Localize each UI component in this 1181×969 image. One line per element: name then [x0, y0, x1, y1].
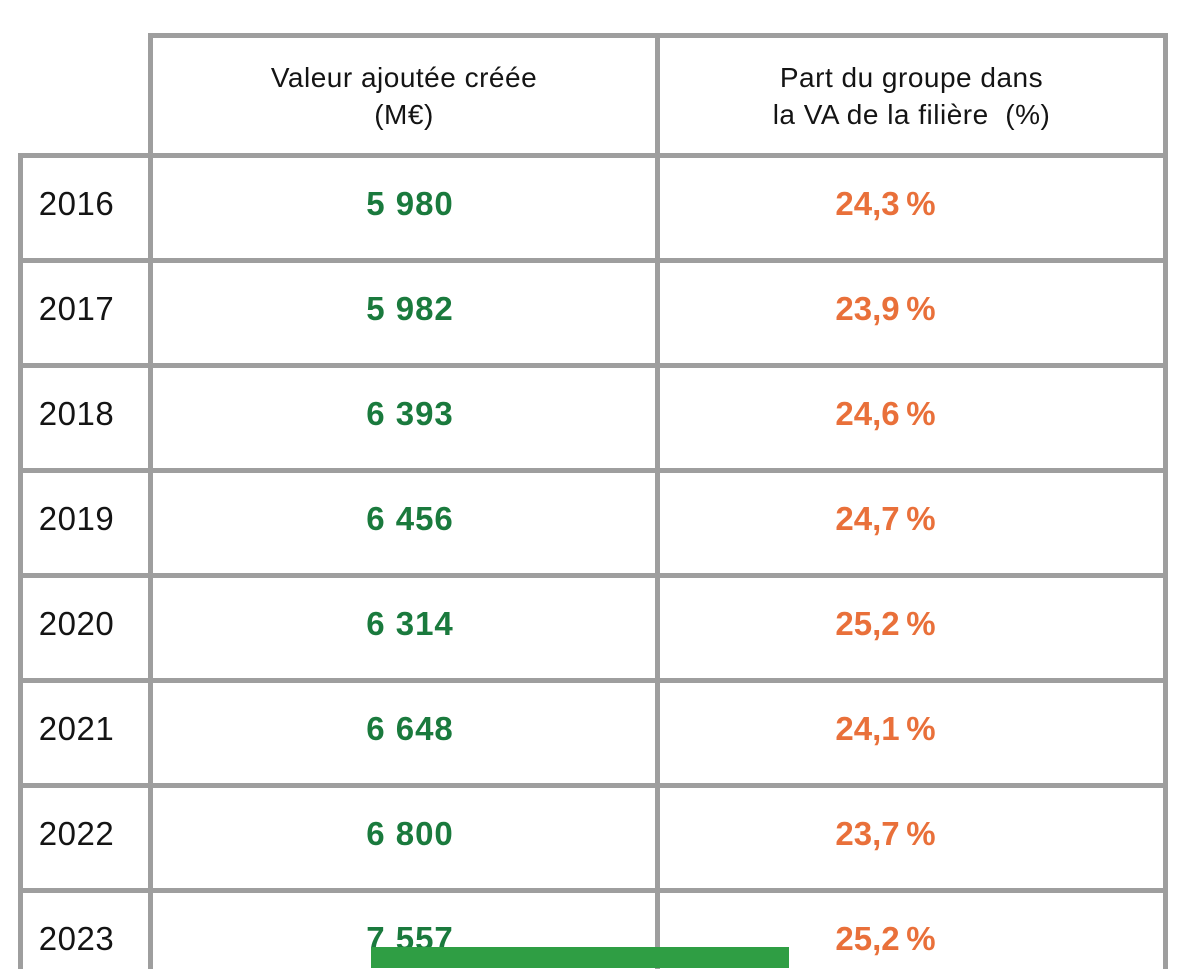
col-header-part-groupe-line1: Part du groupe dans [779, 61, 1044, 93]
corner-blank-cell [21, 36, 151, 156]
table-row: 2023 7 557 25,2 % [18, 888, 1168, 969]
year-cell: 2019 [18, 468, 153, 578]
table-row: 2020 6 314 25,2 % [18, 573, 1168, 683]
year-cell: 2016 [18, 153, 153, 263]
table-row: 2022 6 800 23,7 % [18, 783, 1168, 893]
va-cell: 6 393 [148, 363, 660, 473]
table-row: 2018 6 393 24,6 % [18, 363, 1168, 473]
va-cell: 6 800 [148, 783, 660, 893]
table-row: 2016 5 980 24,3 % [18, 153, 1168, 263]
header-row: Valeur ajoutée créée (M€) Part du groupe… [21, 33, 1168, 158]
year-cell: 2023 [18, 888, 153, 969]
year-cell: 2020 [18, 573, 153, 683]
va-cell: 6 456 [148, 468, 660, 578]
part-cell: 23,7 % [655, 783, 1168, 893]
year-cell: 2022 [18, 783, 153, 893]
va-table: Valeur ajoutée créée (M€) Part du groupe… [18, 33, 1168, 969]
table-row: 2021 6 648 24,1 % [18, 678, 1168, 788]
va-cell: 5 980 [148, 153, 660, 263]
table-row: 2017 5 982 23,9 % [18, 258, 1168, 368]
va-cell: 5 982 [148, 258, 660, 368]
year-cell: 2017 [18, 258, 153, 368]
va-cell: 6 648 [148, 678, 660, 788]
year-cell: 2021 [18, 678, 153, 788]
part-cell: 25,2 % [655, 573, 1168, 683]
part-cell: 24,6 % [655, 363, 1168, 473]
table-body: 2016 5 980 24,3 % 2017 5 982 23,9 % 2018 6 393 2… [18, 153, 1168, 969]
col-header-part-groupe-line2: la VA de la filière (%) [772, 98, 1051, 130]
footer-accent-bar [371, 947, 789, 968]
va-cell: 6 314 [148, 573, 660, 683]
year-cell: 2018 [18, 363, 153, 473]
col-header-part-groupe: Part du groupe dans la VA de la filière … [655, 33, 1168, 158]
col-header-valeur-ajoutee-line1: Valeur ajoutée créée [270, 61, 538, 93]
part-cell: 24,3 % [655, 153, 1168, 263]
part-cell: 23,9 % [655, 258, 1168, 368]
col-header-valeur-ajoutee: Valeur ajoutée créée (M€) [148, 33, 660, 158]
part-cell: 24,1 % [655, 678, 1168, 788]
col-header-valeur-ajoutee-line2: (M€) [374, 98, 434, 130]
table-row: 2019 6 456 24,7 % [18, 468, 1168, 578]
part-cell: 24,7 % [655, 468, 1168, 578]
